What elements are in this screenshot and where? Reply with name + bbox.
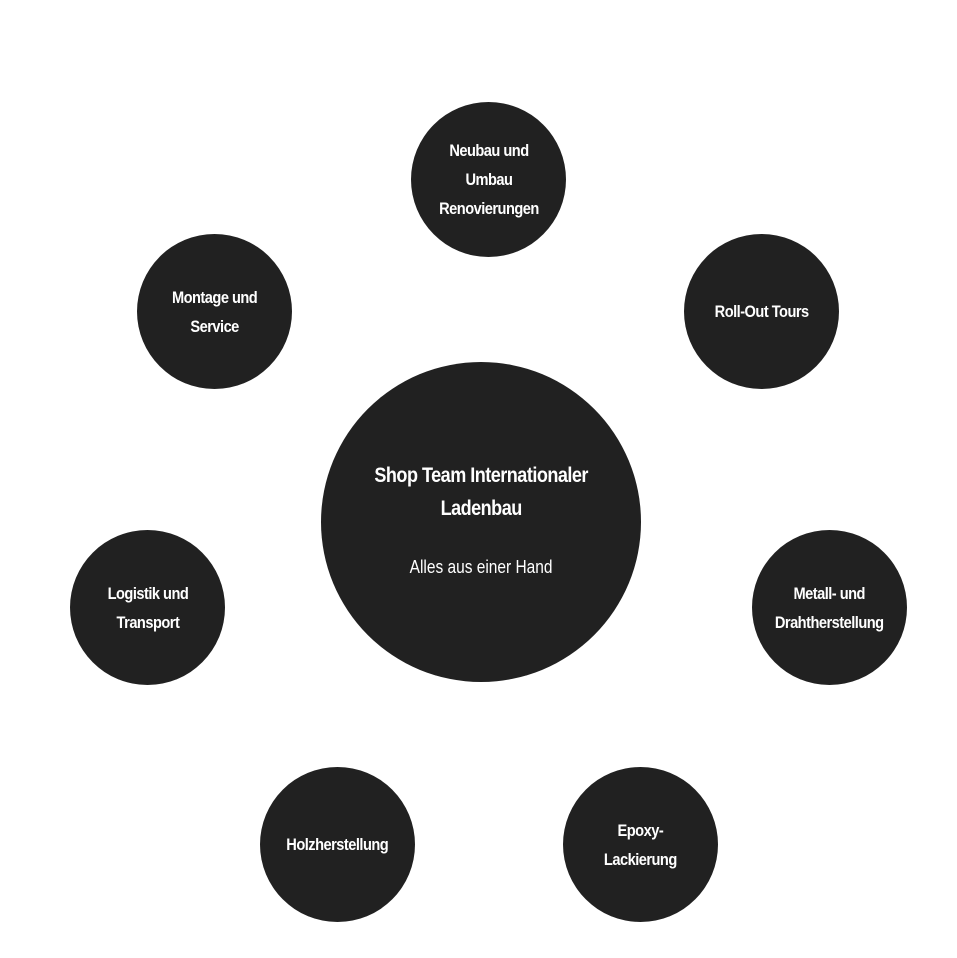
center-subtitle: Alles aus einer Hand: [409, 556, 553, 577]
service-label-holz: Holzherstellung: [286, 835, 389, 854]
center-circle: Shop Team Internationaler Ladenbau Alles…: [321, 362, 641, 682]
service-circle-holz: Holzherstellung: [260, 767, 415, 922]
service-label-metall: Metall- und Drahtherstellung: [775, 583, 884, 632]
service-circle-neubau: Neubau und Umbau Renovierungen: [411, 102, 566, 257]
service-label-neubau: Neubau und Umbau Renovierungen: [438, 141, 539, 218]
service-circle-rollout: Roll-Out Tours: [684, 234, 839, 389]
service-label-epoxy: Epoxy- Lackierung: [604, 820, 677, 869]
service-label-montage: Montage und Service: [171, 287, 258, 336]
service-circle-epoxy: Epoxy- Lackierung: [563, 767, 718, 922]
service-circle-logistik: Logistik und Transport: [70, 530, 225, 685]
service-circle-montage: Montage und Service: [137, 234, 292, 389]
service-label-logistik: Logistik und Transport: [107, 583, 188, 632]
service-label-rollout: Roll-Out Tours: [714, 302, 809, 321]
center-title: Shop Team Internationaler Ladenbau: [374, 463, 588, 520]
service-circle-metall: Metall- und Drahtherstellung: [752, 530, 907, 685]
